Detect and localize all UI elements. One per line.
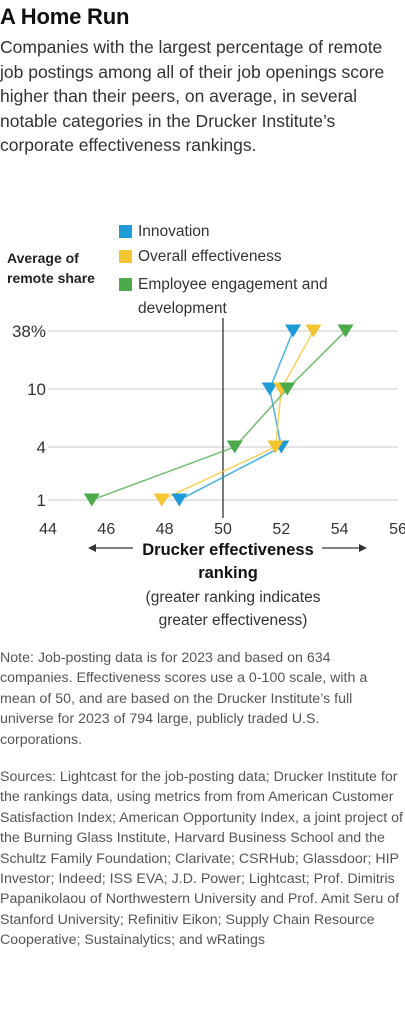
- chart-title: A Home Run: [0, 4, 130, 29]
- chart-sources: Sources: Lightcast for the job-posting d…: [0, 769, 403, 949]
- series-line-innovation: [178, 330, 294, 501]
- y-tick-label: 4: [37, 438, 46, 457]
- legend-label-employee-engagement-and-development: Employee engagement and development: [138, 276, 328, 317]
- data-point-employee-engagement-and-development: [337, 324, 354, 338]
- legend: Innovation Overall effectiveness Employee …: [119, 223, 328, 317]
- series-line-overall-effectiveness: [161, 330, 315, 501]
- data-point-employee-engagement-and-development: [226, 440, 243, 454]
- x-tick-label: 56: [389, 521, 405, 538]
- x-tick-label: 46: [97, 521, 115, 538]
- chart-note: Note: Job-posting data is for 2023 and b…: [0, 650, 368, 748]
- legend-swatch-overall-effectiveness: [119, 250, 132, 263]
- x-tick-label: 52: [272, 521, 290, 538]
- chart-subtitle: Companies with the largest percentage of…: [0, 37, 385, 155]
- x-axis-title: Drucker effectiveness ranking (greater ran…: [88, 541, 367, 629]
- data-point-innovation: [285, 324, 301, 338]
- x-tick-label: 48: [156, 521, 174, 538]
- x-axis-label-line2: ranking: [198, 564, 258, 582]
- series-lines: [91, 330, 347, 501]
- legend-swatch-employee-engagement-and-development: [119, 278, 132, 291]
- chart-area: Innovation Overall effectiveness Employee …: [7, 223, 405, 629]
- x-axis-note-line2: greater effectiveness): [159, 612, 308, 629]
- legend-label-innovation: Innovation: [138, 223, 210, 240]
- x-tick-label: 54: [331, 521, 349, 538]
- data-point-overall-effectiveness: [267, 440, 284, 454]
- x-axis-note-line1: (greater ranking indicates: [146, 589, 321, 606]
- data-point-employee-engagement-and-development: [83, 493, 100, 507]
- y-tick-labels: 1 4 10 38%: [12, 322, 46, 510]
- y-tick-label: 10: [27, 380, 46, 399]
- legend-label-overall-effectiveness: Overall effectiveness: [138, 248, 282, 265]
- y-axis-label: Average of remote share: [7, 250, 95, 286]
- data-point-overall-effectiveness: [305, 324, 322, 338]
- x-tick-labels: 44 46 48 50 52 54 56: [39, 521, 405, 538]
- x-tick-label: 50: [214, 521, 232, 538]
- data-point-overall-effectiveness: [153, 493, 170, 507]
- data-point-employee-engagement-and-development: [279, 382, 296, 396]
- legend-swatch-innovation: [119, 225, 132, 238]
- series-markers: [83, 324, 354, 507]
- x-axis-arrowhead-right: [359, 544, 367, 552]
- y-axis-title: Average of remote share: [7, 250, 95, 286]
- y-tick-label: 1: [37, 491, 46, 510]
- data-point-innovation: [261, 382, 278, 396]
- x-tick-label: 44: [39, 521, 57, 538]
- x-axis-label: Drucker effectiveness: [142, 541, 314, 559]
- y-tick-label: 38%: [12, 322, 46, 341]
- data-point-innovation: [171, 493, 188, 507]
- x-axis-arrowhead-left: [88, 544, 96, 552]
- series-line-employee-engagement-and-development: [91, 330, 347, 501]
